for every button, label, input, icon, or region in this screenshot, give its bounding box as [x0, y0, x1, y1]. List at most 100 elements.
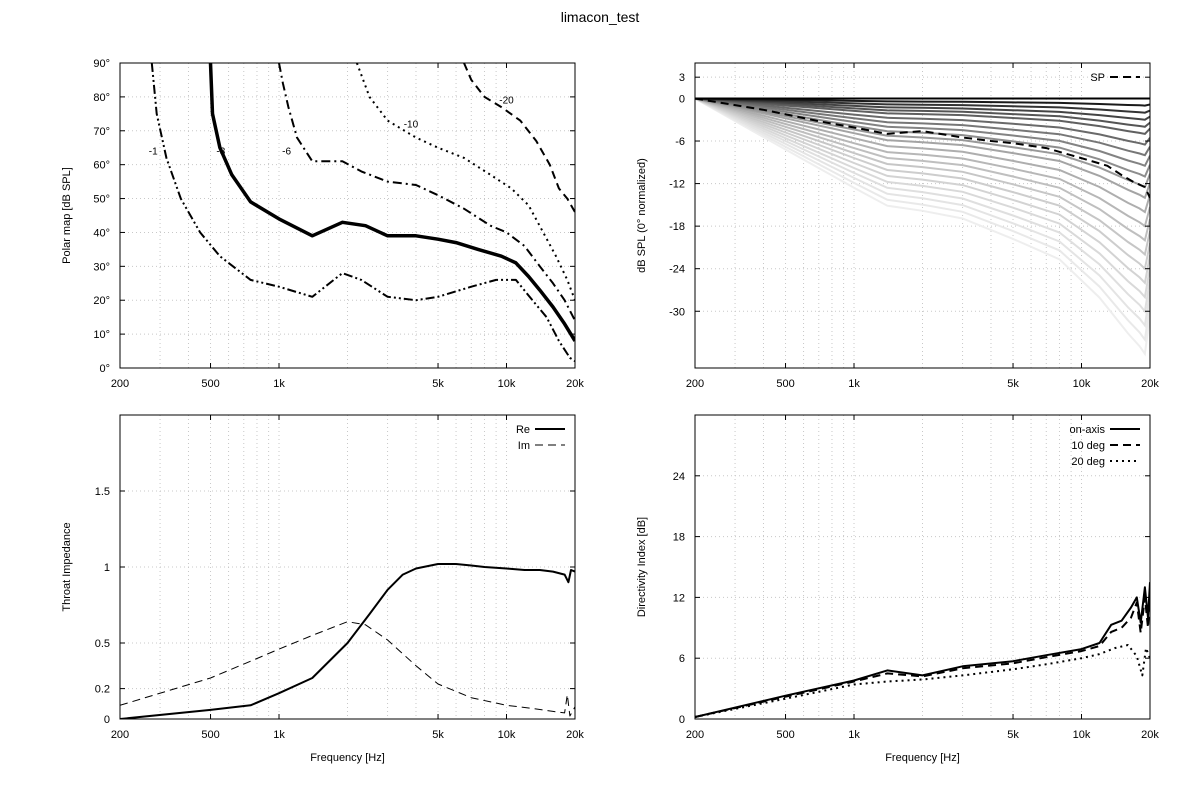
impedance-xtick-label: 20k: [566, 729, 584, 741]
polar-ytick-label: 80°: [93, 92, 110, 104]
polar-ytick-label: 90°: [93, 58, 110, 70]
polar-series--10: [355, 63, 575, 301]
polar-ytick-label: 70°: [93, 126, 110, 138]
di-panel: 200 500 1k 5k 10k 20k 0 6 12 18 24 Directivity Inde…: [636, 414, 1159, 764]
spl-family-curve: [695, 97, 1150, 107]
spl-xtick-label: 5k: [1007, 378, 1019, 390]
spl-series: [695, 97, 1150, 199]
di-ylabel: Directivity Index [dB]: [636, 517, 648, 617]
spl-family-curve: [695, 97, 1150, 168]
polar-ytick-label: 0°: [99, 363, 110, 375]
spl-xtick-label: 10k: [1073, 378, 1091, 390]
polar-series--1: [150, 63, 575, 363]
spl-family-curve: [695, 97, 1150, 357]
polar-series--20: [463, 63, 575, 213]
polar-series--3: [208, 63, 575, 342]
spl-panel: 200 500 1k 5k 10k 20k 3 0 -6 -12 -18 -24 -30 dB SPL (…: [636, 62, 1159, 390]
polar-series--6: [278, 63, 575, 322]
polar-ytick-label: 30°: [93, 261, 110, 273]
polar-ytick-label: 60°: [93, 160, 110, 172]
polar-ytick-label: 40°: [93, 227, 110, 239]
di-frame: [694, 414, 1151, 720]
spl-xtick-label: 1k: [848, 378, 860, 390]
di-xtick-label: 500: [776, 729, 794, 741]
impedance-series: [120, 563, 575, 719]
spl-xtick-label: 200: [686, 378, 704, 390]
spl-series-SP: [695, 97, 1150, 199]
impedance-xtick-label: 200: [111, 729, 129, 741]
spl-family-curve: [695, 97, 1150, 128]
impedance-xtick-label: 10k: [498, 729, 516, 741]
polar-ytick-label: 10°: [93, 329, 110, 341]
di-legend-label: 20 deg: [1071, 456, 1105, 468]
spl-family-curve: [695, 97, 1150, 328]
spl-xtick-label: 20k: [1141, 378, 1159, 390]
impedance-xtick-label: 5k: [432, 729, 444, 741]
polar-frame: [119, 62, 576, 369]
di-xtick-label: 1k: [848, 729, 860, 741]
polar-ytick-label: 20°: [93, 295, 110, 307]
impedance-ytick-label: 0: [104, 714, 110, 726]
polar-contour-label: -10: [404, 119, 419, 130]
polar-ylabel: Polar map [dB SPL]: [61, 167, 73, 264]
di-xtick-label: 5k: [1007, 729, 1019, 741]
polar-series: [150, 63, 575, 363]
polar-contour-label: -20: [499, 96, 514, 107]
di-legend: on-axis 10 deg 20 deg: [1070, 424, 1140, 468]
spl-ytick-label: 3: [679, 72, 685, 84]
di-legend-label: 10 deg: [1071, 440, 1105, 452]
impedance-ytick-label: 1: [104, 562, 110, 574]
polar-grid: [120, 63, 575, 368]
di-legend-label: on-axis: [1070, 424, 1106, 436]
spl-family-curve: [695, 97, 1150, 200]
spl-family-curve: [695, 97, 1150, 178]
spl-legend: SP: [1090, 72, 1140, 84]
spl-family-curve: [695, 97, 1150, 314]
di-series-10-deg: [695, 592, 1150, 718]
impedance-xlabel: Frequency [Hz]: [310, 752, 385, 764]
spl-family-curve: [695, 97, 1150, 214]
spl-family-curve: [695, 97, 1150, 121]
spl-family: [695, 97, 1150, 357]
spl-frame: [694, 62, 1151, 369]
spl-ytick-label: -24: [669, 264, 685, 276]
spl-xtick-label: 500: [776, 378, 794, 390]
polar-xtick-label: 500: [201, 378, 219, 390]
polar-xtick-label: 1k: [273, 378, 285, 390]
di-ytick-label: 18: [673, 532, 685, 544]
impedance-panel: 200 500 1k 5k 10k 20k 0 0.2 0.5 1 1.5 Throat Impeda…: [61, 414, 584, 764]
spl-ytick-label: 0: [679, 93, 685, 105]
di-ytick-label: 24: [673, 471, 685, 483]
di-ytick-label: 0: [679, 714, 685, 726]
impedance-ylabel: Throat Impedance: [61, 522, 73, 611]
impedance-grid: [120, 415, 575, 719]
di-ytick-label: 6: [679, 653, 685, 665]
polar-xtick-label: 5k: [432, 378, 444, 390]
impedance-ytick-label: 1.5: [95, 486, 110, 498]
figure-title: limacon_test: [561, 9, 640, 25]
impedance-series-Re: [120, 563, 575, 719]
di-xtick-label: 20k: [1141, 729, 1159, 741]
impedance-legend-label: Im: [518, 440, 530, 452]
impedance-ytick-label: 0.2: [95, 684, 110, 696]
spl-family-curve: [695, 97, 1150, 300]
spl-family-curve: [695, 97, 1150, 243]
di-xtick-label: 200: [686, 729, 704, 741]
spl-family-curve: [695, 97, 1150, 257]
spl-family-curve: [695, 97, 1150, 114]
spl-ylabel: dB SPL (0° normalized): [636, 158, 648, 273]
spl-family-curve: [695, 97, 1150, 135]
polar-xtick-label: 10k: [498, 378, 516, 390]
polar-ytick-label: 50°: [93, 194, 110, 206]
di-xlabel: Frequency [Hz]: [885, 752, 960, 764]
di-series-20-deg: [695, 644, 1150, 718]
di-series-on-axis: [695, 582, 1150, 718]
polar-panel: -1 -3 -6 -10 -20 200 500 1k 5k 10k 20k 0° 10° 20° 30° 4…: [61, 58, 584, 390]
impedance-xtick-label: 1k: [273, 729, 285, 741]
di-ytick-label: 12: [673, 592, 685, 604]
polar-contour-label: -1: [149, 147, 158, 158]
polar-contour-label: -6: [282, 147, 291, 158]
di-series: [695, 582, 1150, 718]
